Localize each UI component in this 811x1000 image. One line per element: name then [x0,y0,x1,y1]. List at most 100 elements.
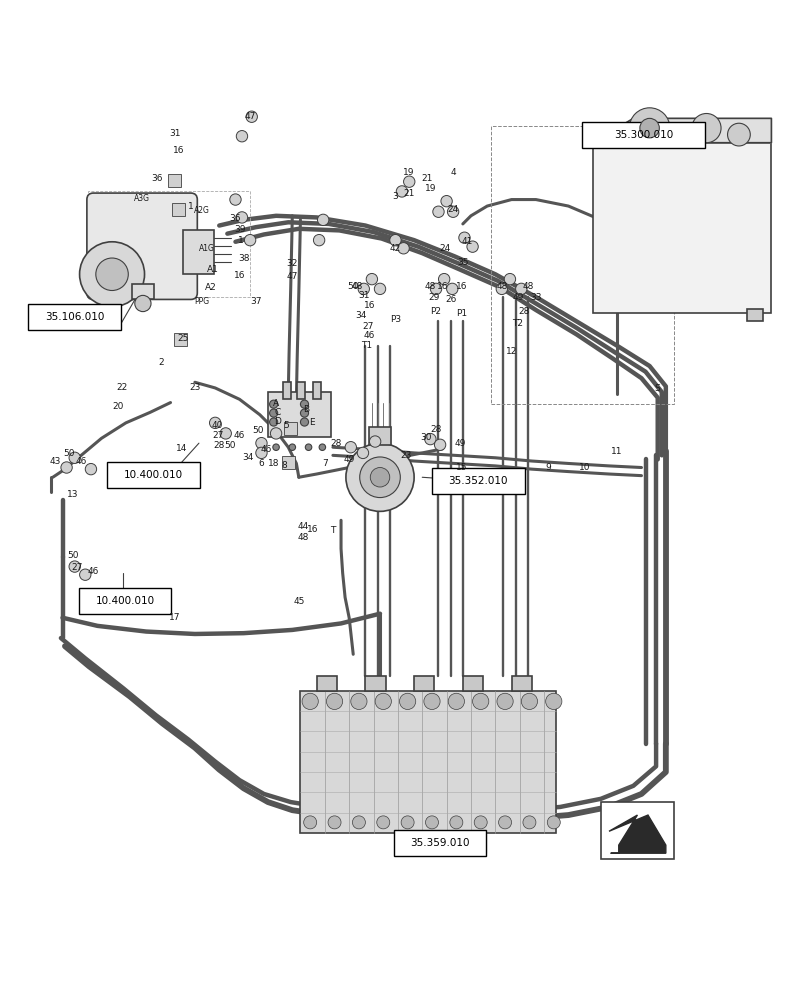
Circle shape [96,258,128,291]
Circle shape [424,433,436,445]
Text: 50: 50 [252,426,264,435]
Circle shape [403,176,414,187]
Bar [168,174,181,187]
Circle shape [61,462,72,473]
Circle shape [691,113,720,143]
Circle shape [449,816,462,829]
Text: 27: 27 [71,563,83,572]
Text: 46: 46 [75,457,87,466]
Bar [316,676,337,691]
Text: 31: 31 [169,129,180,138]
Circle shape [269,418,277,426]
Circle shape [317,214,328,226]
Text: 28: 28 [330,439,341,448]
Text: 16: 16 [436,282,448,291]
Text: P3: P3 [389,315,401,324]
Text: 6: 6 [258,459,264,468]
Text: 11: 11 [611,447,622,456]
Text: 27: 27 [212,431,223,440]
Text: 46: 46 [234,431,245,440]
Circle shape [466,241,478,252]
Circle shape [246,111,257,122]
Text: 44: 44 [297,522,308,531]
Circle shape [272,444,279,450]
Text: 10: 10 [578,463,590,472]
Circle shape [521,693,537,709]
Text: 35.359.010: 35.359.010 [410,838,470,848]
Text: 34: 34 [355,311,367,320]
Text: 29: 29 [428,293,440,302]
Text: 35.352.010: 35.352.010 [448,476,508,486]
Text: 42: 42 [389,244,401,253]
Text: 39: 39 [234,225,246,234]
Text: 46: 46 [363,331,375,340]
Text: 37: 37 [250,297,261,306]
Circle shape [313,234,324,246]
Text: A3G: A3G [134,194,150,203]
Bar [600,802,673,859]
Circle shape [359,457,400,498]
Text: 48: 48 [521,282,533,291]
Circle shape [69,561,80,572]
Text: 9: 9 [544,463,551,472]
Text: 15: 15 [455,463,466,472]
Bar [182,230,213,274]
FancyBboxPatch shape [581,122,704,148]
Bar [462,676,483,691]
Circle shape [326,693,342,709]
Text: 40: 40 [212,421,223,430]
Circle shape [432,206,444,217]
Circle shape [425,816,438,829]
Text: 24: 24 [439,244,450,253]
Circle shape [345,443,414,511]
Circle shape [345,442,356,453]
Circle shape [389,234,401,246]
Circle shape [328,816,341,829]
Bar [282,382,290,398]
Text: 5: 5 [282,421,289,430]
Circle shape [374,283,385,295]
Text: 47: 47 [244,112,255,121]
Text: 48: 48 [297,533,308,542]
Text: 30: 30 [420,433,431,442]
Text: 8: 8 [281,461,287,470]
Circle shape [319,444,325,450]
Bar [369,427,390,445]
Circle shape [375,693,391,709]
Circle shape [255,437,267,449]
Circle shape [244,234,255,246]
Bar [131,284,154,299]
Text: 1: 1 [187,202,194,211]
Circle shape [496,283,507,295]
Text: E: E [309,418,314,427]
FancyBboxPatch shape [79,588,171,614]
Polygon shape [592,118,770,143]
Circle shape [220,428,231,439]
Circle shape [300,409,308,417]
Text: A1G: A1G [199,244,215,253]
Text: 24: 24 [447,205,458,214]
Text: T: T [330,526,335,535]
Circle shape [376,816,389,829]
Text: 27: 27 [362,322,373,331]
Text: 43: 43 [49,457,61,466]
Circle shape [498,816,511,829]
Text: 16: 16 [363,301,375,310]
Circle shape [269,400,277,408]
Circle shape [727,123,749,146]
Circle shape [399,693,415,709]
FancyBboxPatch shape [28,304,121,330]
Text: 50: 50 [67,551,79,560]
Text: 49: 49 [343,455,354,464]
Circle shape [270,428,281,439]
Text: A1: A1 [207,265,218,274]
Text: 14: 14 [176,444,187,453]
Circle shape [547,816,560,829]
Text: 22: 22 [116,383,127,392]
Circle shape [366,273,377,285]
Bar [88,191,250,297]
Text: S: S [654,384,660,393]
Text: T2: T2 [512,319,523,328]
FancyBboxPatch shape [393,830,486,856]
Text: 10.400.010: 10.400.010 [96,596,154,606]
